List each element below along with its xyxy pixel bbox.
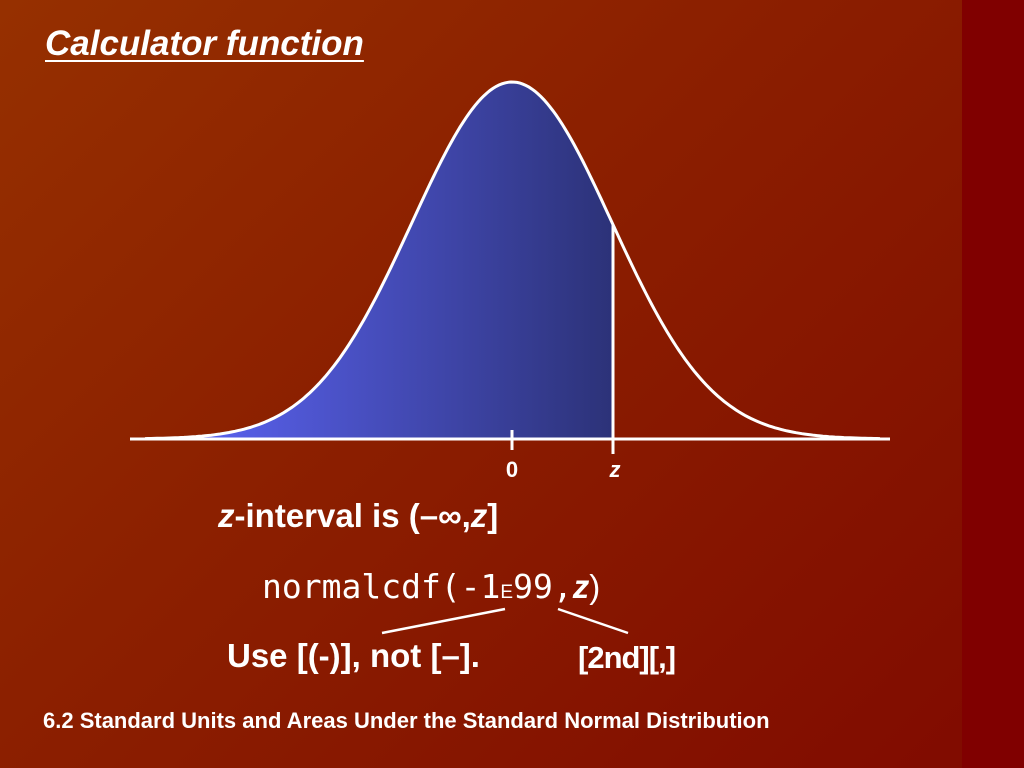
pointer-line-negative-key <box>381 607 506 635</box>
tick-label-z: z <box>609 457 621 482</box>
normalcdf-formula: normalcdf(-1E99,z) <box>262 566 600 614</box>
hint-comma-key: [2nd][,] <box>578 640 676 675</box>
slide-title: Calculator function <box>45 24 364 63</box>
interval-close: ] <box>487 497 499 534</box>
formula-rest: 99, <box>513 567 573 606</box>
formula-function: normalcdf(-1 <box>262 567 501 606</box>
pointer-line-comma-key <box>557 607 629 635</box>
formula-close: ) <box>589 568 601 605</box>
shaded-area-left-of-z <box>145 82 613 439</box>
z-variable-2: z <box>470 497 488 534</box>
z-interval-text: z-interval is (–∞,z] <box>218 496 498 536</box>
interval-text: -interval is (–∞, <box>234 497 471 534</box>
normal-curve <box>144 80 881 441</box>
right-edge-band <box>962 0 1024 768</box>
tick-label-zero: 0 <box>506 457 518 482</box>
z-variable: z <box>218 497 235 534</box>
formula-exponent: E <box>500 582 514 603</box>
hint-negative-key: Use [(-)], not [–]. <box>227 637 480 674</box>
formula-z-variable: z <box>572 568 590 605</box>
slide-footer: 6.2 Standard Units and Areas Under the S… <box>43 708 770 733</box>
